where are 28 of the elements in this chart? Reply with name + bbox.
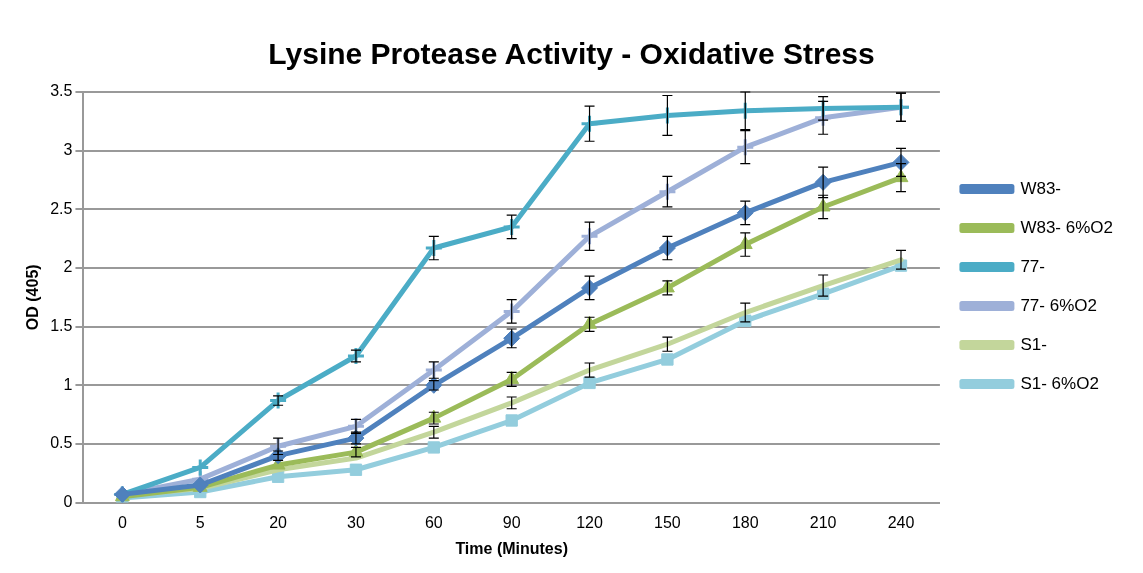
legend-label: S1- (1020, 334, 1047, 354)
x-axis-title: Time (Minutes) (455, 539, 568, 557)
legend-label: W83- (1020, 178, 1062, 198)
legend-label: S1- 6%O2 (1020, 373, 1099, 393)
legend-label: 77- 6%O2 (1020, 295, 1097, 315)
chart-title: Lysine Protease Activity - Oxidative Stress (268, 37, 875, 71)
y-tick-label: 2 (63, 258, 73, 276)
y-tick-label: 1 (63, 375, 73, 393)
x-tick-label: 120 (576, 513, 603, 531)
y-axis-title: OD (405) (24, 264, 42, 331)
x-tick-label: 60 (424, 513, 443, 531)
y-tick-label: 2.5 (50, 199, 73, 217)
y-tick-label: 3 (63, 141, 73, 159)
x-tick-label: 5 (195, 513, 205, 531)
x-tick-label: 210 (809, 513, 837, 531)
y-tick-label: 3.5 (50, 82, 73, 100)
x-tick-label: 20 (269, 513, 288, 531)
x-tick-label: 180 (731, 513, 759, 531)
y-tick-label: 1.5 (50, 317, 73, 335)
x-tick-label: 30 (347, 513, 365, 531)
x-tick-label: 0 (117, 513, 127, 531)
legend-label: W83- 6%O2 (1020, 217, 1114, 237)
y-tick-label: 0 (63, 493, 73, 511)
x-tick-label: 150 (654, 513, 681, 531)
x-tick-label: 240 (887, 513, 915, 531)
y-tick-label: 0.5 (50, 434, 73, 452)
legend-label: 77- (1020, 256, 1045, 276)
x-tick-label: 90 (502, 513, 521, 531)
